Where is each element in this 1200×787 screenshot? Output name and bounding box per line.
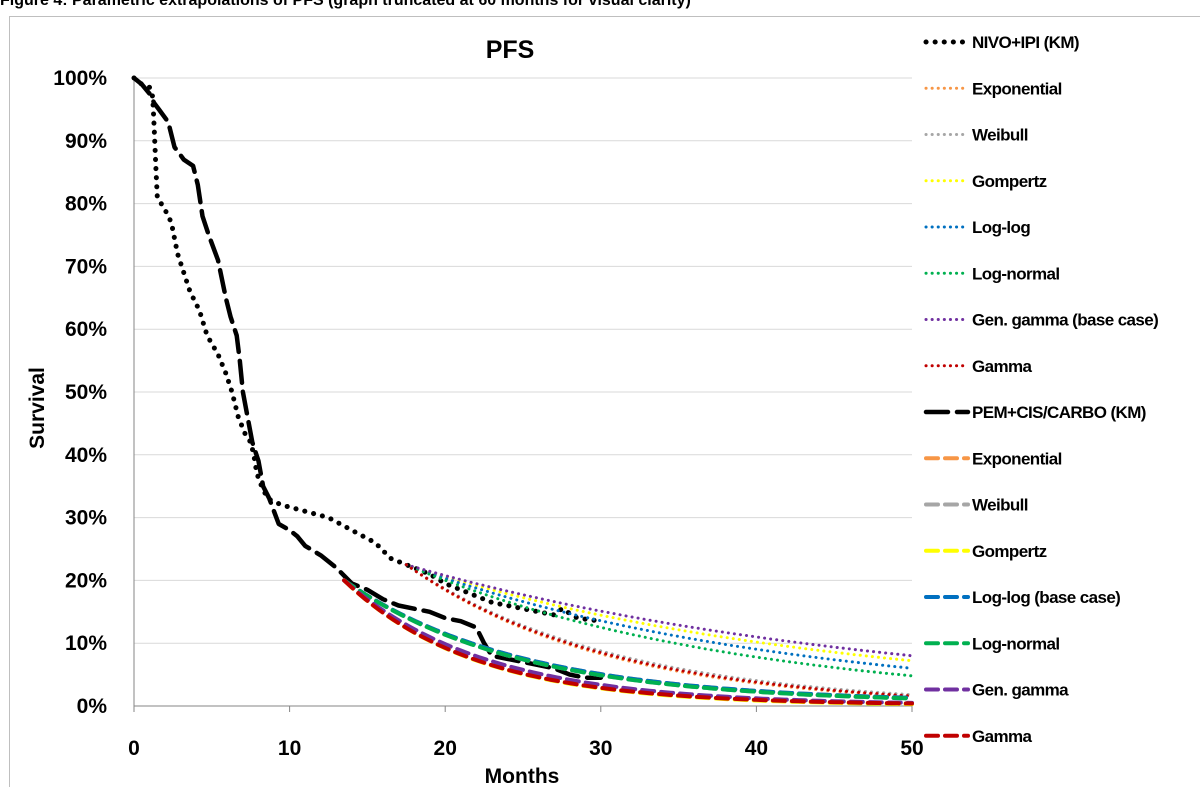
x-tick-label: 0 [128, 737, 140, 760]
x-axis-label: Months [485, 765, 560, 787]
series-line-7 [404, 563, 914, 698]
legend: NIVO+IPI (KM) Exponential Weibull Gompertz L… [923, 33, 1159, 746]
legend-label: Log-log (base case) [972, 588, 1120, 607]
legend-label: Weibull [972, 126, 1028, 145]
axes [133, 78, 913, 712]
y-tick-label: 40% [65, 444, 107, 467]
x-tick-label: 30 [589, 737, 612, 760]
legend-label: Gompertz [972, 542, 1047, 561]
x-tick-label: 20 [434, 737, 457, 760]
y-tick-label: 60% [65, 318, 107, 341]
series-line-15 [342, 578, 914, 706]
legend-label: Gompertz [972, 172, 1047, 191]
legend-label: Gamma [972, 357, 1033, 376]
legend-label: NIVO+IPI (KM) [972, 33, 1079, 52]
y-tick-label: 80% [65, 193, 107, 216]
legend-label: Exponential [972, 449, 1062, 468]
legend-label: Exponential [972, 79, 1062, 98]
legend-label: Gen. gamma (base case) [972, 311, 1158, 330]
y-tick-label: 10% [65, 632, 107, 655]
legend-label: Log-log [972, 218, 1030, 237]
legend-label: Weibull [972, 496, 1028, 515]
series-line-13 [342, 578, 914, 701]
y-tick-label: 30% [65, 507, 107, 530]
figure-caption: Figure 4: Parametric extrapolations of P… [0, 0, 691, 9]
y-tick-label: 100% [53, 67, 107, 90]
series-line-4 [404, 563, 914, 670]
x-tick-label: 40 [745, 737, 768, 760]
series-line-5 [404, 563, 914, 678]
series-line-8 [131, 75, 604, 680]
x-tick-label: 10 [278, 737, 301, 760]
legend-label: PEM+CIS/CARBO (KM) [972, 403, 1146, 422]
y-tick-label: 70% [65, 255, 107, 278]
legend-label: Gen. gamma [972, 681, 1069, 700]
legend-label: Gamma [972, 727, 1033, 746]
y-tick-label: 50% [65, 381, 107, 404]
tick-labels: 0% 10% 20% 30% 40% 50% 60% 70% 80% 90% 100% 0 10 20 30… [53, 67, 923, 760]
legend-label: Log-normal [972, 634, 1060, 653]
y-tick-label: 0% [77, 695, 108, 718]
y-tick-label: 20% [65, 569, 107, 592]
chart-frame [9, 16, 1200, 787]
series-line-0 [131, 75, 604, 624]
series-lines [131, 75, 914, 707]
legend-label: Log-normal [972, 264, 1060, 283]
chart-title: PFS [486, 36, 535, 64]
y-tick-label: 90% [65, 130, 107, 153]
y-axis-label: Survival [26, 367, 49, 449]
gridlines [134, 77, 912, 644]
x-tick-label: 50 [900, 737, 923, 760]
